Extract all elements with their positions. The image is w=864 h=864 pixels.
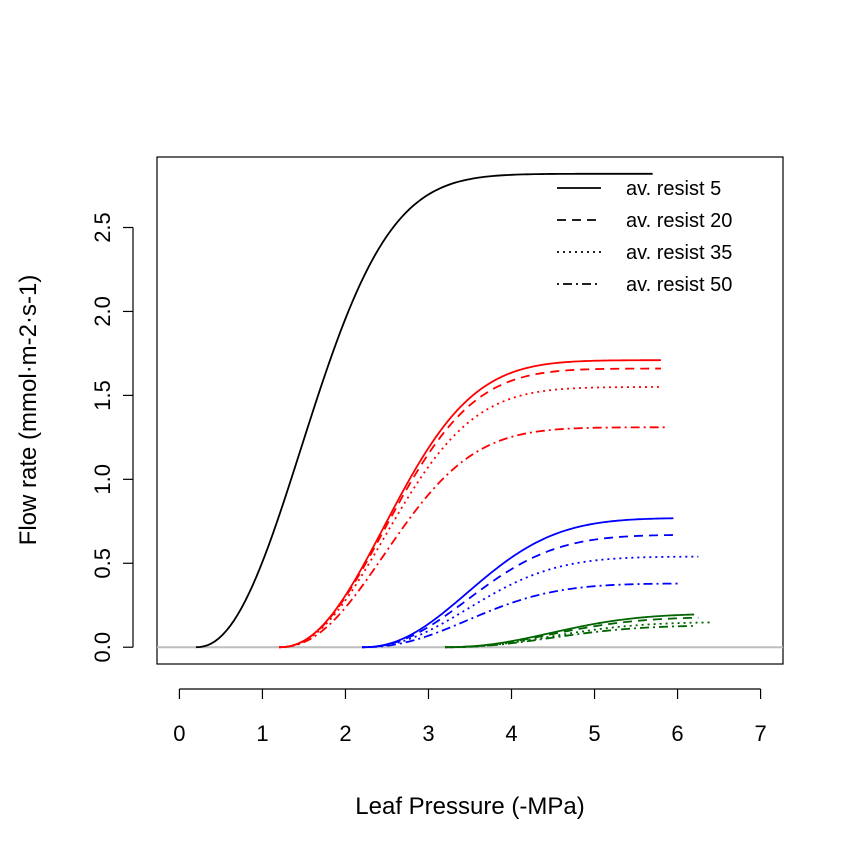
plot-frame	[156, 156, 784, 665]
x-tick-label: 4	[505, 721, 517, 746]
y-tick-label: 0.0	[90, 632, 115, 663]
legend-label-4: av. resist 50	[626, 274, 732, 296]
x-axis: 0 1 2 3 4 5 6 7	[173, 688, 767, 746]
series-line-12	[445, 621, 711, 649]
x-tick-label: 0	[173, 721, 185, 746]
series-line-1	[195, 172, 653, 649]
x-tick-label: 1	[256, 721, 268, 746]
series-line-11	[445, 616, 699, 649]
series-line-10	[445, 613, 695, 649]
series-line-7	[362, 534, 674, 649]
series-group	[195, 172, 711, 649]
series-line-13	[445, 625, 695, 649]
legend-label-2: av. resist 20	[626, 210, 732, 232]
x-tick-label: 6	[671, 721, 683, 746]
y-tick-label: 2.0	[90, 296, 115, 327]
y-axis-title: Flow rate (mmol·m-2·s-1)	[15, 275, 42, 546]
x-axis-title: Leaf Pressure (-MPa)	[355, 793, 584, 820]
legend-label-3: av. resist 35	[626, 242, 732, 264]
x-tick-label: 5	[588, 721, 600, 746]
x-tick-label: 7	[754, 721, 766, 746]
x-tick-label: 3	[422, 721, 434, 746]
series-line-9	[362, 582, 678, 649]
series-line-3	[279, 367, 661, 649]
series-line-6	[362, 517, 674, 649]
y-axis: 0.0 0.5 1.0 1.5 2.0 2.5	[90, 212, 134, 663]
x-tick-label: 2	[339, 721, 351, 746]
series-line-4	[279, 386, 661, 649]
y-tick-label: 2.5	[90, 212, 115, 243]
legend-label-1: av. resist 5	[626, 178, 721, 200]
legend: av. resist 5 av. resist 20 av. resist 35 av…	[557, 178, 732, 296]
series-line-5	[279, 426, 666, 649]
y-tick-label: 1.5	[90, 380, 115, 411]
y-tick-label: 1.0	[90, 464, 115, 495]
series-line-2	[279, 359, 661, 649]
y-tick-label: 0.5	[90, 548, 115, 579]
